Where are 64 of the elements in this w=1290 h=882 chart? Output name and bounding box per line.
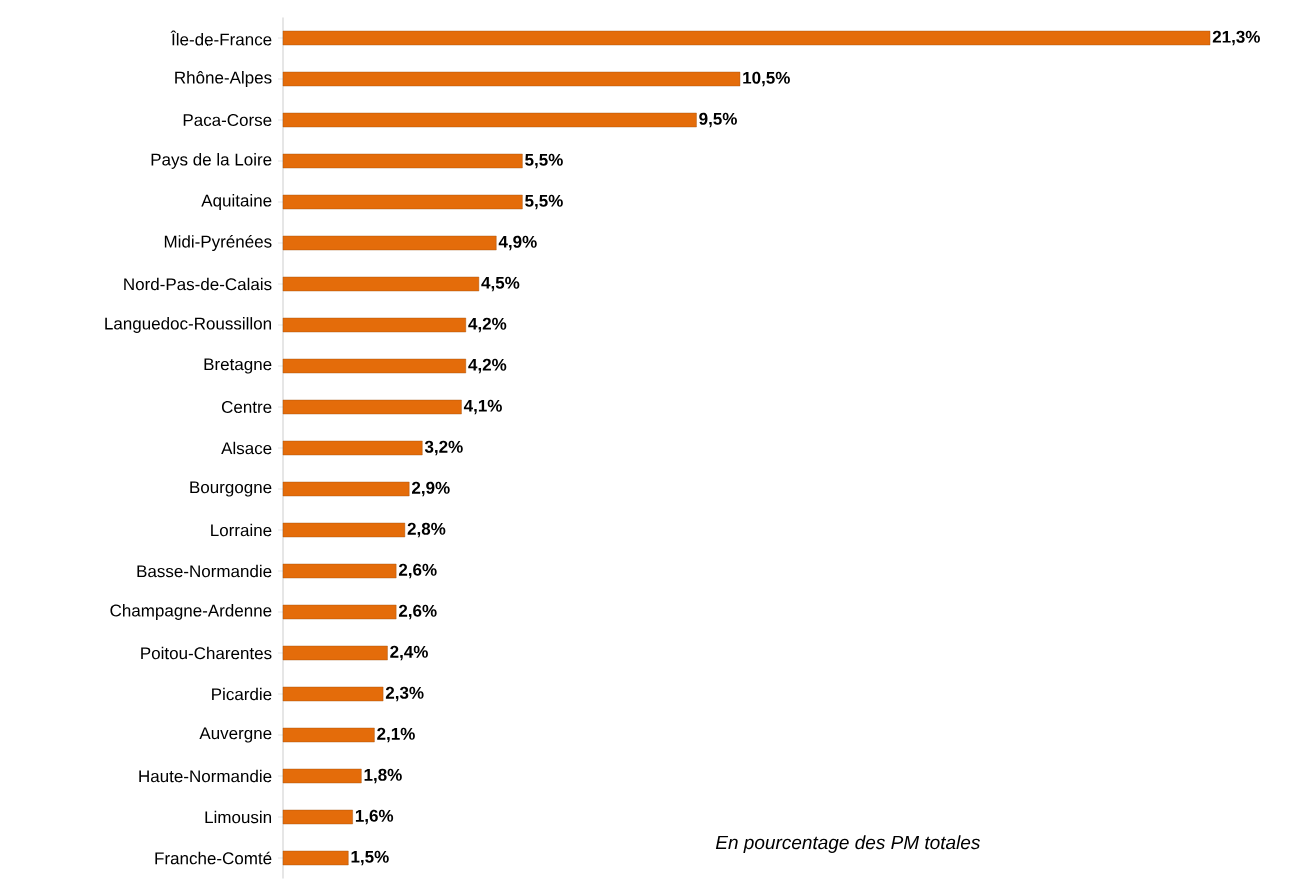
data-label: 2,6% (398, 604, 437, 620)
data-label: 2,9% (412, 481, 450, 497)
y-tick-label: Basse-Normandie (137, 564, 272, 578)
y-tick-label: Languedoc-Roussillon (105, 317, 271, 333)
bar (282, 317, 466, 333)
data-label: 1,5% (351, 850, 389, 866)
bar (282, 276, 480, 292)
y-tick-label: Midi-Pyrénées (164, 234, 272, 252)
y-tick-label: Paca-Corse (183, 113, 272, 127)
data-label: 2,1% (377, 727, 415, 743)
y-tick-label: Haute-Normandie (139, 769, 272, 783)
y-tick-label: Franche-Comté (155, 851, 272, 865)
y-tick-label: Champagne-Ardenne (110, 604, 272, 620)
y-tick-label: Pays de la Loire (151, 153, 272, 169)
bar (282, 399, 462, 415)
bar (282, 563, 397, 579)
data-label: 4,2% (468, 358, 507, 374)
bar (282, 30, 1211, 46)
data-label: 4,2% (468, 317, 507, 333)
data-label: 4,1% (463, 399, 502, 415)
data-label: 2,8% (407, 522, 446, 538)
bar (282, 71, 741, 87)
data-label: 1,8% (364, 768, 402, 784)
data-label: 4,5% (481, 276, 520, 292)
y-tick-label: Picardie (212, 687, 272, 701)
data-label: 5,5% (525, 194, 563, 210)
data-label: 21,3% (1212, 30, 1260, 46)
y-tick-label: Centre (221, 400, 272, 414)
bar (282, 809, 353, 825)
annotation: En pourcentage des PM totales (715, 835, 980, 853)
data-label: 9,5% (699, 112, 737, 128)
data-label: 2,3% (385, 686, 424, 702)
bar (282, 440, 423, 456)
bar (282, 194, 523, 210)
bar (282, 235, 497, 251)
y-tick-label: Rhône-Alpes (175, 71, 272, 87)
data-label: 10,5% (743, 71, 790, 87)
y-tick-label: Nord-Pas-de-Calais (124, 277, 272, 291)
bar (282, 768, 362, 784)
bar (282, 522, 406, 538)
y-tick-label: Auvergne (199, 727, 272, 743)
bar (282, 727, 375, 743)
bar (282, 481, 410, 497)
bar (282, 850, 349, 866)
data-label: 1,6% (355, 809, 394, 825)
data-label: 2,6% (398, 563, 437, 579)
y-tick-label: Bretagne (204, 358, 272, 374)
bar (282, 358, 466, 374)
data-label: 5,5% (525, 153, 563, 169)
y-tick-label: Lorraine (211, 523, 272, 537)
data-label: 4,9% (498, 235, 537, 251)
y-tick-label: Alsace (221, 441, 272, 455)
data-label: 3,2% (424, 440, 463, 456)
bar (282, 604, 397, 620)
data-label: 2,4% (390, 645, 428, 661)
y-tick-label: Île-de-France (170, 30, 272, 46)
y-tick-label: Aquitaine (201, 194, 272, 210)
y-tick-label: Bourgogne (190, 481, 272, 497)
bar (282, 645, 388, 661)
y-tick-label: Poitou-Charentes (141, 646, 272, 660)
bar (282, 112, 697, 128)
bar (282, 153, 523, 169)
bar (282, 686, 384, 702)
y-tick-label: Limousin (205, 810, 272, 824)
